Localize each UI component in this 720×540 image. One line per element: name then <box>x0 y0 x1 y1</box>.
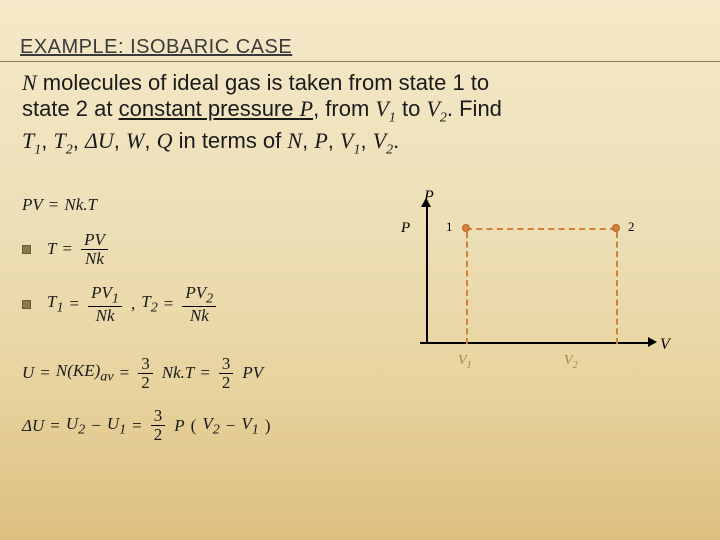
p-tick-label: P <box>401 220 410 237</box>
equation-1: PV = Nk.T <box>22 195 271 215</box>
x-axis-arrow-icon <box>648 337 657 347</box>
title-section: EXAMPLE: ISOBARIC CASE <box>0 0 720 62</box>
v2-dashed-line <box>616 232 618 344</box>
equation-3: T1 = PV1Nk , T2 = PV2Nk <box>22 284 271 325</box>
bullet-icon <box>22 300 31 309</box>
isobaric-line <box>466 228 616 230</box>
page-title: EXAMPLE: ISOBARIC CASE <box>20 36 700 59</box>
point-2-label: 2 <box>628 219 635 235</box>
equation-2: T = PVNk <box>22 231 271 268</box>
v1-label: V1 <box>458 353 472 371</box>
point-1 <box>462 224 470 232</box>
point-2 <box>612 224 620 232</box>
bullet-icon <box>22 245 31 254</box>
x-axis-label: V <box>660 336 670 354</box>
point-1-label: 1 <box>446 219 453 235</box>
v2-label: V2 <box>564 353 578 371</box>
equation-5: ΔU = U2 − U1 = 32 P ( V2 − V1 ) <box>22 407 271 444</box>
equations-block: PV = Nk.T T = PVNk T1 = PV1Nk , T2 = PV2… <box>22 195 271 460</box>
v1-dashed-line <box>466 232 468 344</box>
equation-4: U = N(KE)av = 32 Nk.T = 32 PV <box>22 355 271 392</box>
pv-diagram: P P 1 2 V1 V2 V <box>338 198 668 398</box>
problem-statement: N molecules of ideal gas is taken from s… <box>0 62 720 159</box>
y-axis <box>426 204 428 344</box>
